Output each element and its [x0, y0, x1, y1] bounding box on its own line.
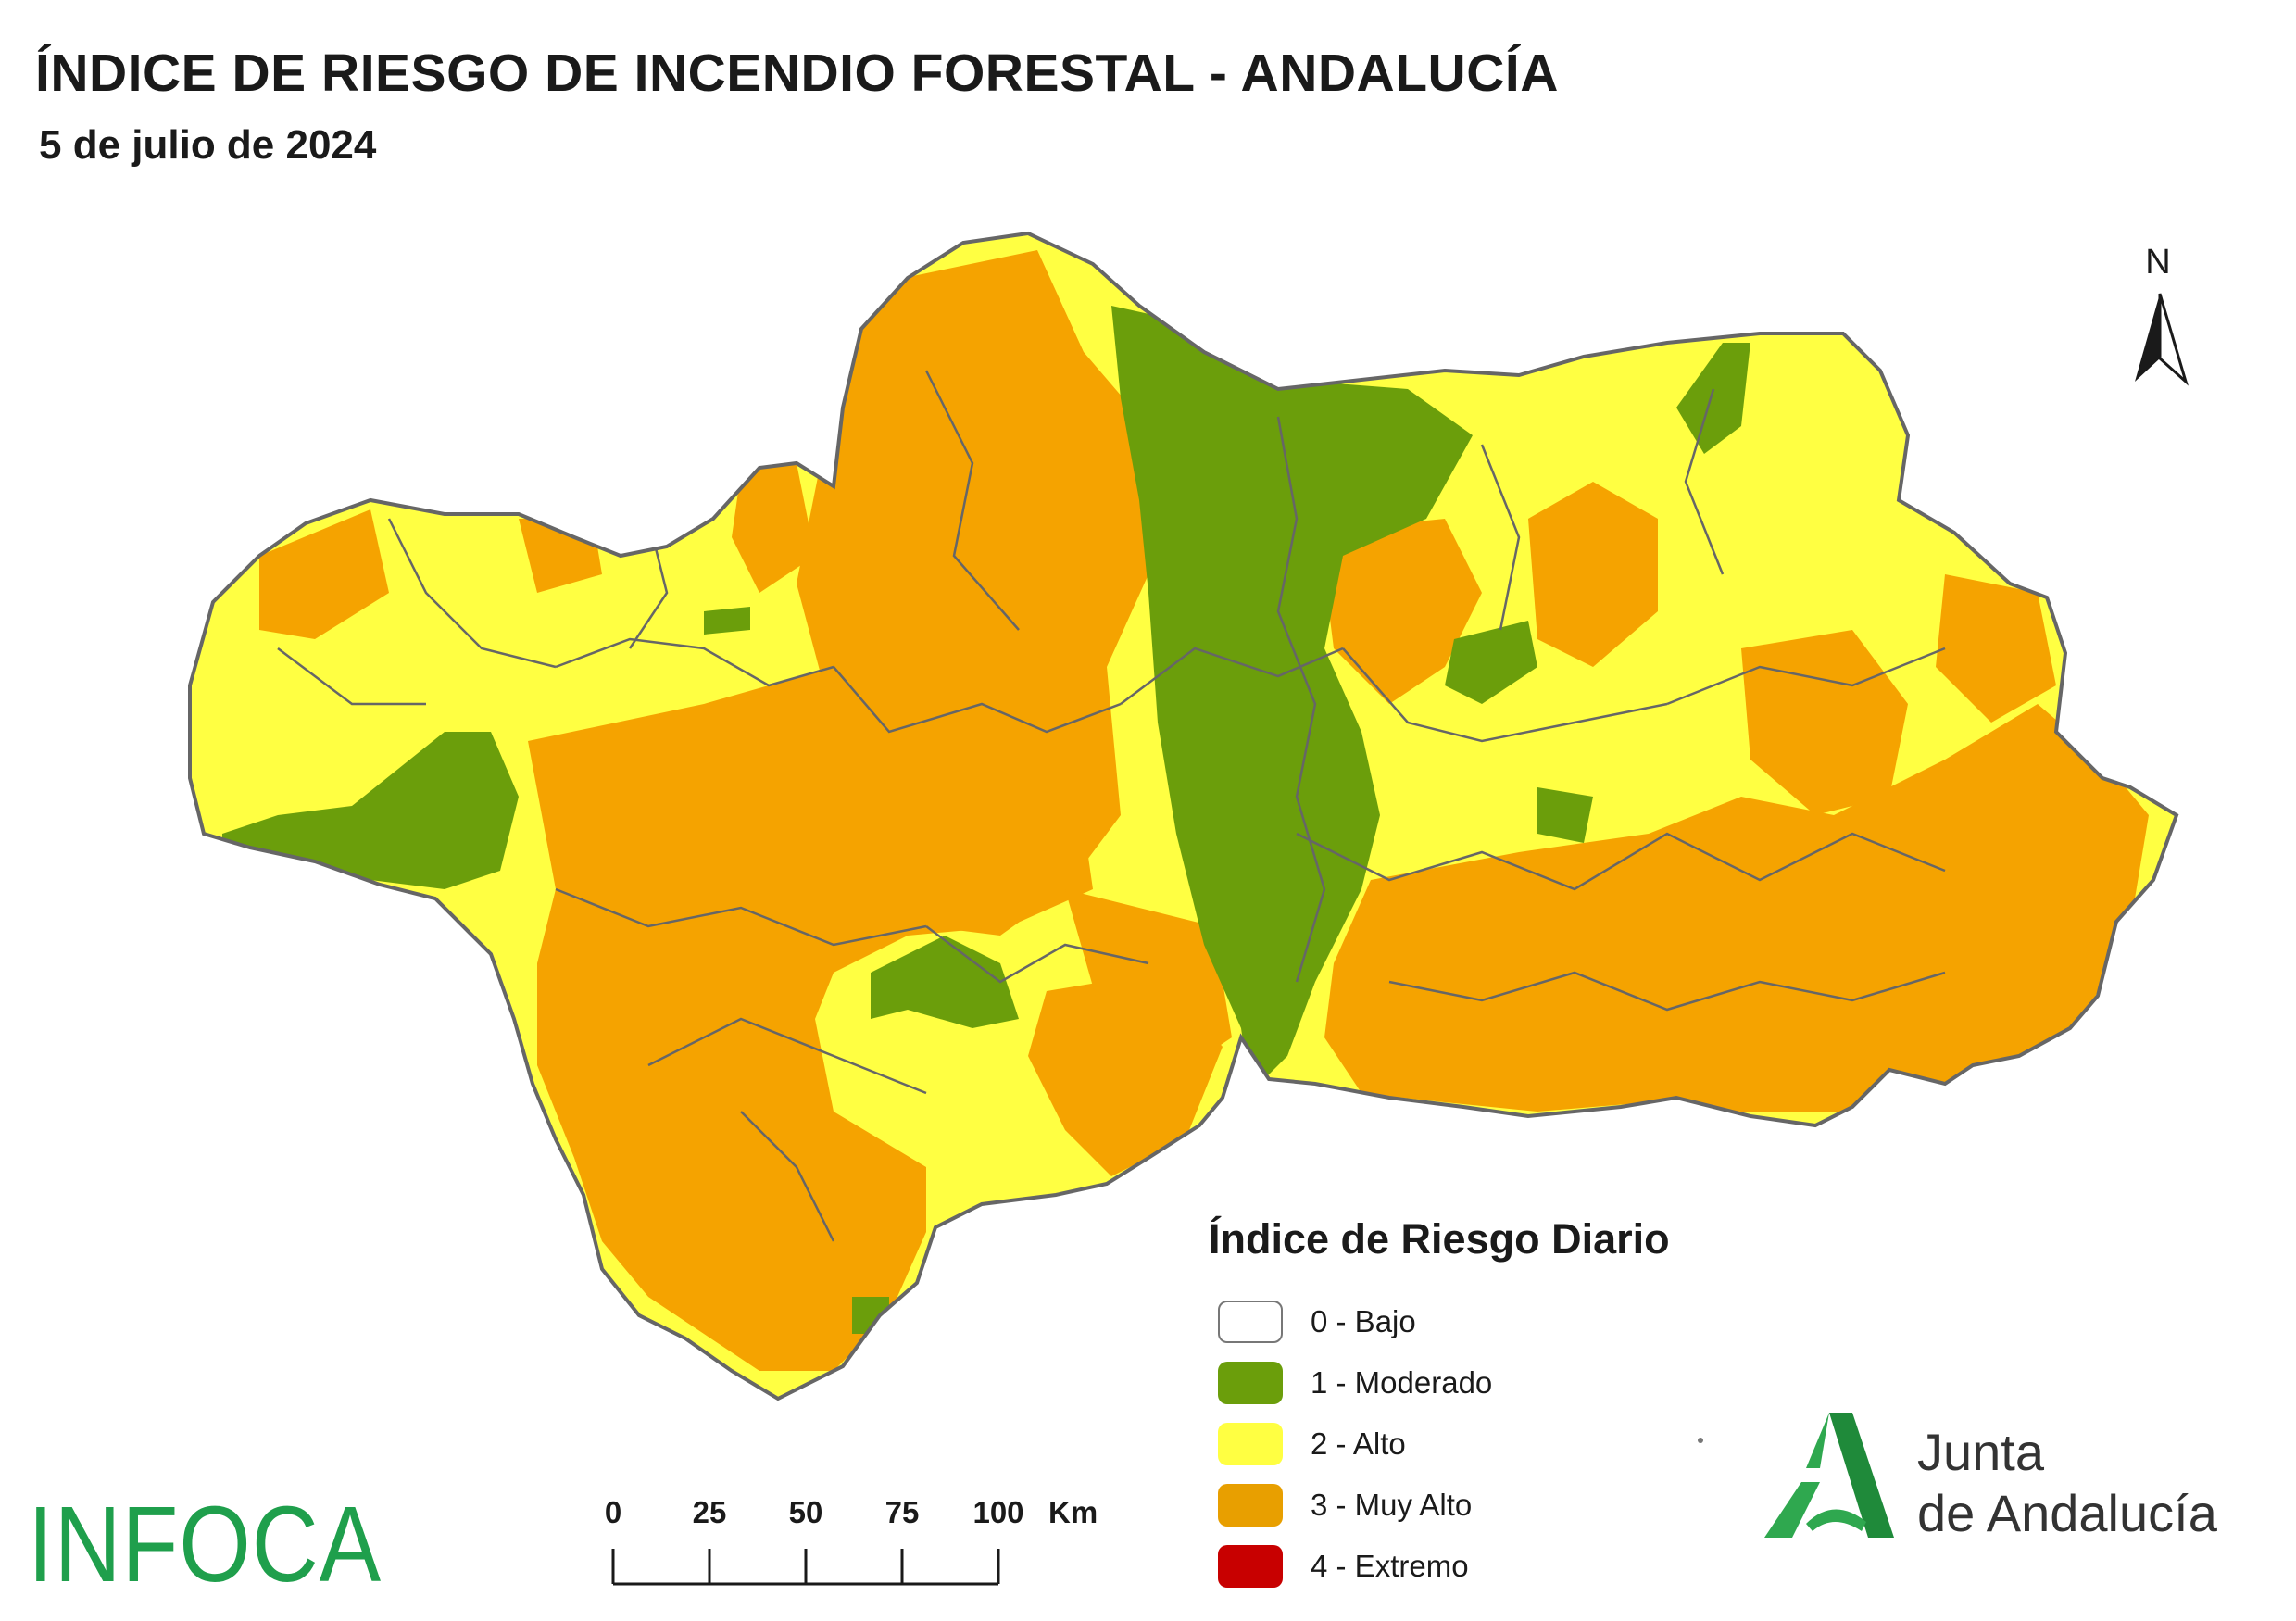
legend-label-muy-alto: 3 - Muy Alto: [1311, 1488, 1473, 1522]
scale-label-75: 75: [885, 1495, 920, 1529]
scale-label-50: 50: [788, 1495, 823, 1529]
scale-unit: Km: [1048, 1495, 1098, 1529]
zones-moderado: [222, 306, 1750, 1334]
map-date: 5 de julio de 2024: [39, 122, 377, 168]
map-dot: [1698, 1438, 1703, 1443]
scale-bar: [611, 1549, 1000, 1586]
scale-label-0: 0: [604, 1495, 622, 1529]
legend-label-bajo: 0 - Bajo: [1311, 1304, 1416, 1338]
legend-swatch-moderado: [1218, 1362, 1283, 1404]
scale-label-25: 25: [692, 1495, 727, 1529]
legend-swatch-alto: [1218, 1423, 1283, 1465]
risk-zones: [190, 233, 2177, 1399]
legend-item-moderado: 1 - Moderado: [1209, 1352, 1670, 1414]
junta-andalucia-wordmark: Junta de Andalucía: [1917, 1422, 2217, 1544]
legend-swatch-muy-alto: [1218, 1484, 1283, 1527]
scale-label-100: 100: [972, 1495, 1024, 1529]
legend-item-bajo: 0 - Bajo: [1209, 1291, 1670, 1352]
legend-label-moderado: 1 - Moderado: [1311, 1365, 1493, 1400]
legend-item-muy-alto: 3 - Muy Alto: [1209, 1475, 1670, 1536]
legend-swatch-bajo: [1218, 1301, 1283, 1343]
legend-item-extremo: 4 - Extremo: [1209, 1536, 1670, 1597]
map-title: ÍNDICE DE RIESGO DE INCENDIO FORESTAL - …: [35, 44, 1559, 103]
junta-line2: de Andalucía: [1917, 1484, 2217, 1542]
north-arrow-icon: [2135, 293, 2189, 386]
municipal-borders: [277, 370, 1946, 1242]
legend-label-extremo: 4 - Extremo: [1311, 1549, 1469, 1583]
legend-item-alto: 2 - Alto: [1209, 1414, 1670, 1475]
junta-andalucia-logo-icon: [1764, 1413, 1894, 1538]
infoca-logo: INFOCA: [28, 1484, 383, 1604]
legend-title: Índice de Riesgo Diario: [1209, 1215, 1670, 1263]
legend-swatch-extremo: [1218, 1545, 1283, 1588]
legend: Índice de Riesgo Diario 0 - Bajo 1 - Mod…: [1209, 1215, 1670, 1597]
legend-label-alto: 2 - Alto: [1311, 1426, 1406, 1461]
north-label: N: [2145, 243, 2171, 282]
zones-muy-alto: [259, 250, 2149, 1371]
junta-line1: Junta: [1917, 1423, 2044, 1481]
